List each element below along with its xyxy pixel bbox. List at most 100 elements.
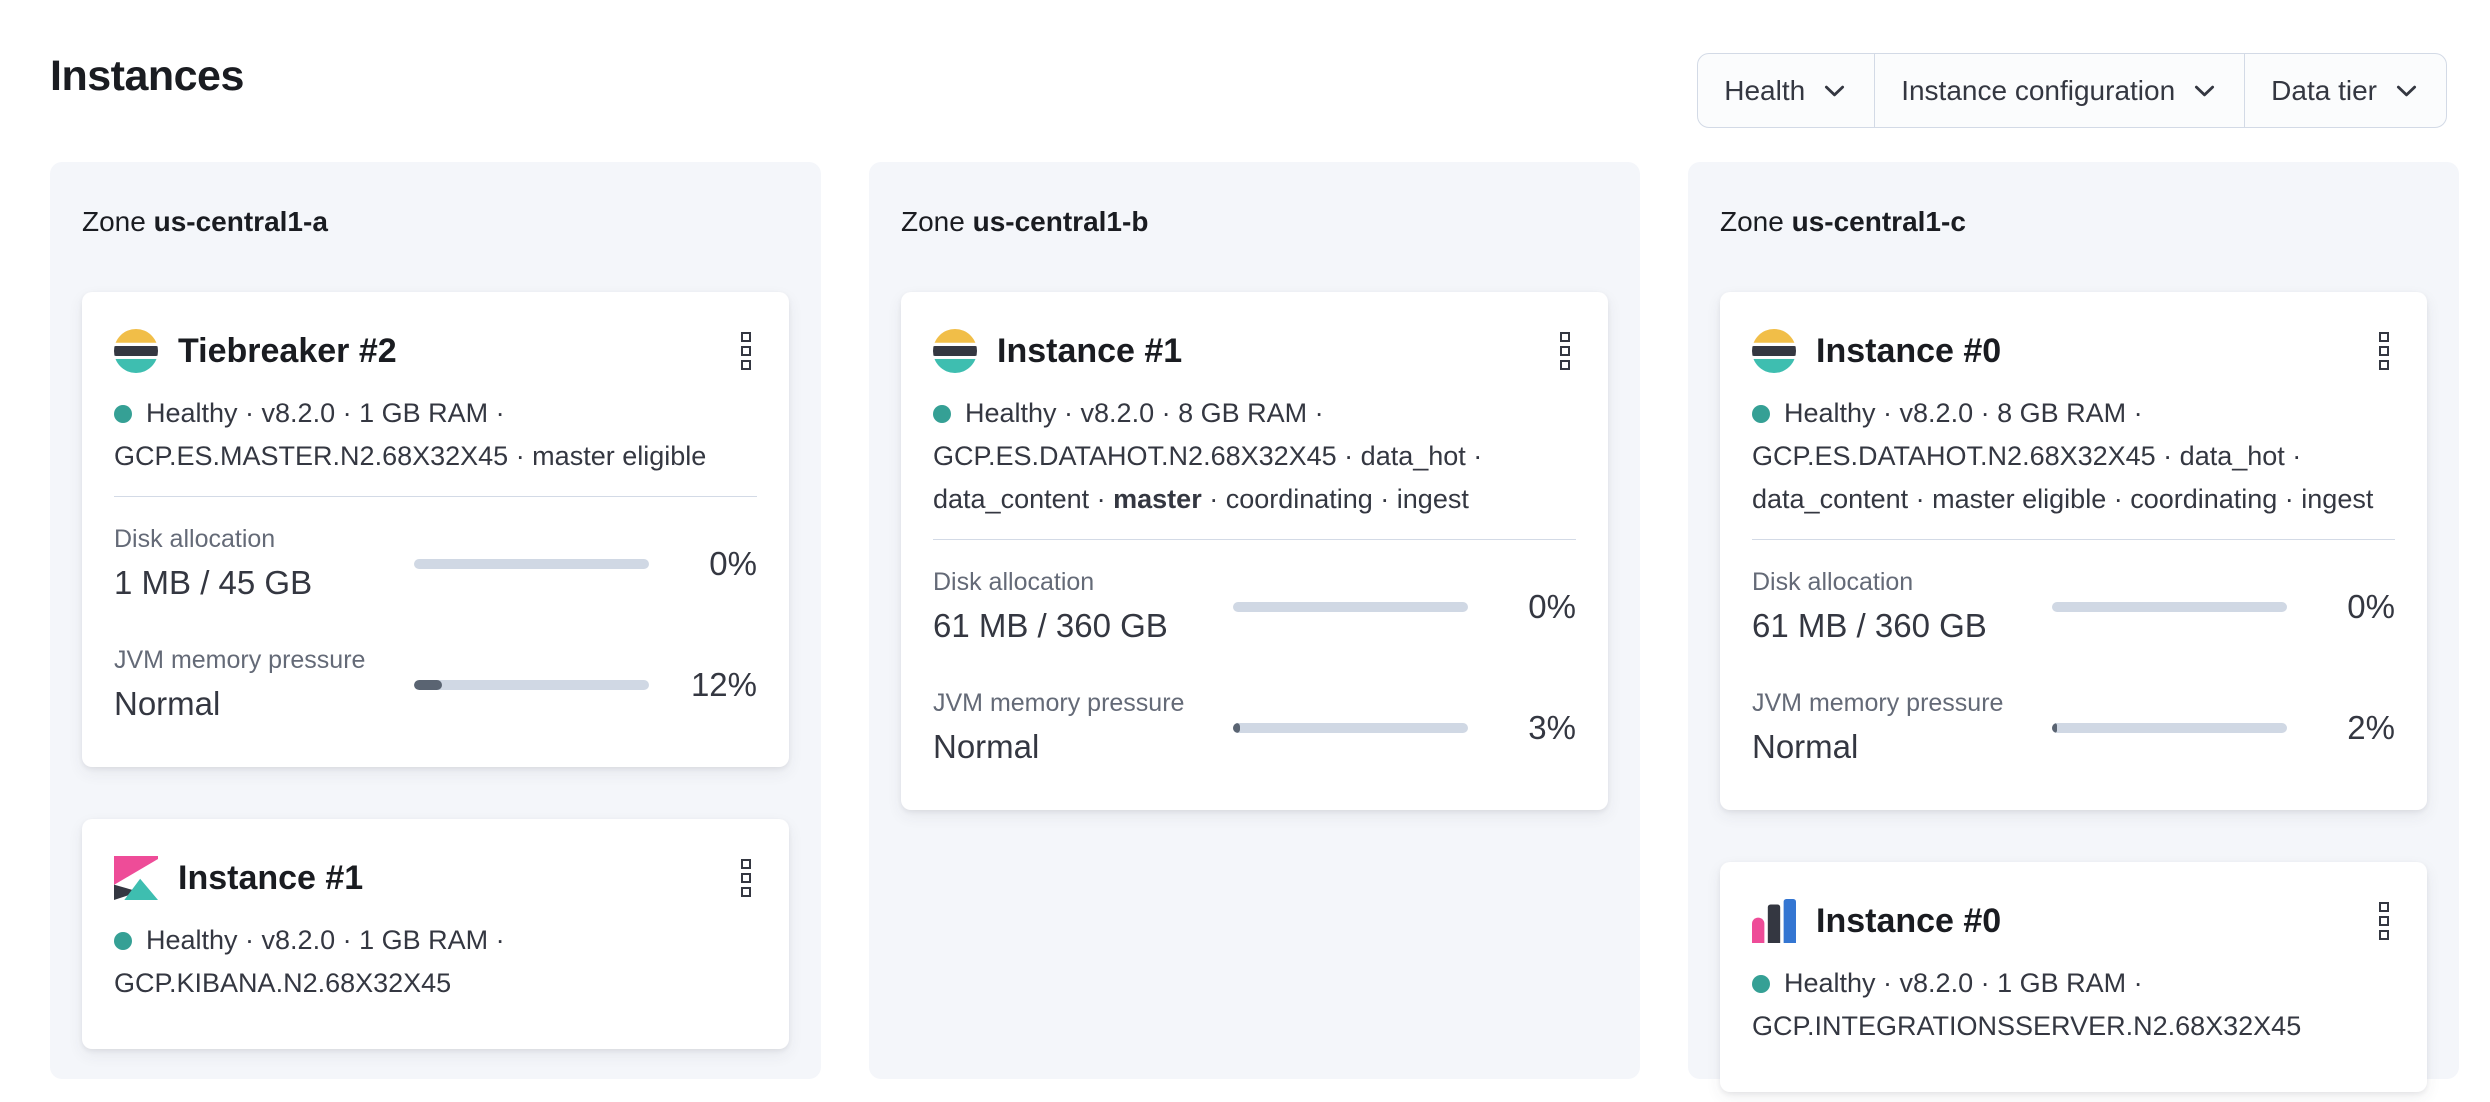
instance-menu-button[interactable] [735,853,757,903]
metric-row: JVM memory pressure Normal 12% [114,646,757,723]
metric-progress-bar [1233,601,1468,612]
metric-row: Disk allocation 61 MB / 360 GB 0% [933,568,1576,645]
metric-value: Normal [1752,728,1859,765]
instance-card: Instance #1 Healthy · v8.2.0 · 1 GB RAM … [82,819,789,1049]
metric-progress-bar [2052,722,2287,733]
metric-percent: 0% [1528,587,1576,625]
metric-progress-bar [414,679,649,690]
zone-name: us-central1-a [153,206,328,237]
chevron-down-icon [2396,85,2417,97]
card-divider [114,496,757,497]
filter-instance-configuration-label: Instance configuration [1901,74,2176,106]
filter-health-button[interactable]: Health [1698,54,1874,127]
instance-title: Instance #1 [997,331,1183,370]
zone-label: Zone us-central1-a [82,206,789,238]
metric-progress-bar [414,558,649,569]
metric-progress-bar [2052,601,2287,612]
instance-card: Instance #0 Healthy · v8.2.0 · 8 GB RAM … [1720,292,2427,810]
metric-value: Normal [114,685,221,722]
metric-value: Normal [933,728,1040,765]
metric-progress-fill [414,679,443,690]
instance-meta: Healthy · v8.2.0 · 1 GB RAM · GCP.ES.MAST… [114,392,757,478]
kebab-icon [741,887,751,897]
metric-label: Disk allocation [933,568,1095,596]
metric-percent: 3% [1528,708,1576,746]
kebab-icon [741,346,751,356]
instance-menu-button[interactable] [2373,326,2395,376]
kebab-icon [741,360,751,370]
instance-meta: Healthy · v8.2.0 · 1 GB RAM · GCP.KIBANA.… [114,919,757,1005]
metric-row: JVM memory pressure Normal 2% [1752,689,2395,766]
card-divider [1752,539,2395,540]
zones-row: Zone us-central1-a Tiebreaker #2 Healthy… [50,162,2459,1092]
zone-label: Zone us-central1-c [1720,206,2427,238]
metric-percent: 12% [690,665,757,703]
instance-title: Instance #0 [1816,331,2002,370]
zone-cards: Tiebreaker #2 Healthy · v8.2.0 · 1 GB RA… [82,292,789,1049]
metric-value: 61 MB / 360 GB [1752,607,1987,644]
instance-metrics: Disk allocation 61 MB / 360 GB 0% JVM me… [933,568,1576,766]
instance-menu-button[interactable] [735,326,757,376]
instance-title: Tiebreaker #2 [178,331,397,370]
chevron-down-icon [1825,85,1845,97]
metric-percent: 0% [709,544,757,582]
kebab-icon [741,873,751,883]
filter-data-tier-button[interactable]: Data tier [2244,54,2446,127]
elasticsearch-logo-icon [114,329,158,373]
metric-label: JVM memory pressure [114,646,366,674]
instance-card-header: Instance #1 [114,853,757,903]
kebab-icon [2379,902,2389,912]
page-title: Instances [50,52,244,100]
metric-percent: 2% [2347,708,2395,746]
metric-percent: 0% [2347,587,2395,625]
instance-card-header: Instance #1 [933,326,1576,376]
zone-cards: Instance #1 Healthy · v8.2.0 · 8 GB RAM … [901,292,1608,810]
instance-card-header: Tiebreaker #2 [114,326,757,376]
filter-instance-configuration-button[interactable]: Instance configuration [1874,54,2244,127]
health-dot [114,405,132,423]
health-dot [933,405,951,423]
zone-label-prefix: Zone [82,206,154,237]
instance-meta: Healthy · v8.2.0 · 8 GB RAM · GCP.ES.DATA… [1752,392,2395,521]
page-header: Instances Health Instance configuration … [0,0,2490,162]
kibana-logo-icon [114,856,158,900]
zone-panel-us-central1-c: Zone us-central1-c Instance #0 Healthy ·… [1688,162,2459,1092]
kebab-icon [1560,346,1570,356]
kebab-icon [2379,360,2389,370]
kebab-icon [2379,332,2389,342]
metric-progress-bar [1233,722,1468,733]
card-divider [933,539,1576,540]
kebab-icon [2379,916,2389,926]
metric-progress-fill [2052,722,2057,733]
instance-meta: Healthy · v8.2.0 · 8 GB RAM · GCP.ES.DATA… [933,392,1576,521]
zone-panel-us-central1-b: Zone us-central1-b Instance #1 Healthy ·… [869,162,1640,1079]
instance-card: Instance #0 Healthy · v8.2.0 · 1 GB RAM … [1720,862,2427,1092]
kebab-icon [1560,360,1570,370]
instance-card-header: Instance #0 [1752,326,2395,376]
integrations-server-logo-icon [1752,899,1796,943]
instance-meta-text: Healthy · v8.2.0 · 8 GB RAM · GCP.ES.DATA… [1752,398,2374,514]
metric-progress-fill [1233,722,1241,733]
instance-meta-text: Healthy · v8.2.0 · 1 GB RAM · GCP.KIBANA.… [114,925,505,998]
instance-menu-button[interactable] [1554,326,1576,376]
kebab-icon [2379,930,2389,940]
instance-card-header: Instance #0 [1752,896,2395,946]
instance-menu-button[interactable] [2373,896,2395,946]
kebab-icon [1560,332,1570,342]
instance-meta-text: Healthy · v8.2.0 · 8 GB RAM · GCP.ES.DATA… [933,398,1483,514]
zone-label-prefix: Zone [901,206,973,237]
instance-title: Instance #1 [178,858,364,897]
health-dot [1752,975,1770,993]
health-dot [1752,405,1770,423]
kebab-icon [741,332,751,342]
filter-data-tier-label: Data tier [2271,74,2377,106]
instance-metrics: Disk allocation 61 MB / 360 GB 0% JVM me… [1752,568,2395,766]
kebab-icon [741,859,751,869]
instance-card: Instance #1 Healthy · v8.2.0 · 8 GB RAM … [901,292,1608,810]
metric-label: Disk allocation [114,525,276,553]
instance-meta: Healthy · v8.2.0 · 1 GB RAM · GCP.INTEGRA… [1752,962,2395,1048]
zone-panel-us-central1-a: Zone us-central1-a Tiebreaker #2 Healthy… [50,162,821,1079]
elasticsearch-logo-icon [933,329,977,373]
metric-value: 61 MB / 360 GB [933,607,1168,644]
zone-label-prefix: Zone [1720,206,1792,237]
